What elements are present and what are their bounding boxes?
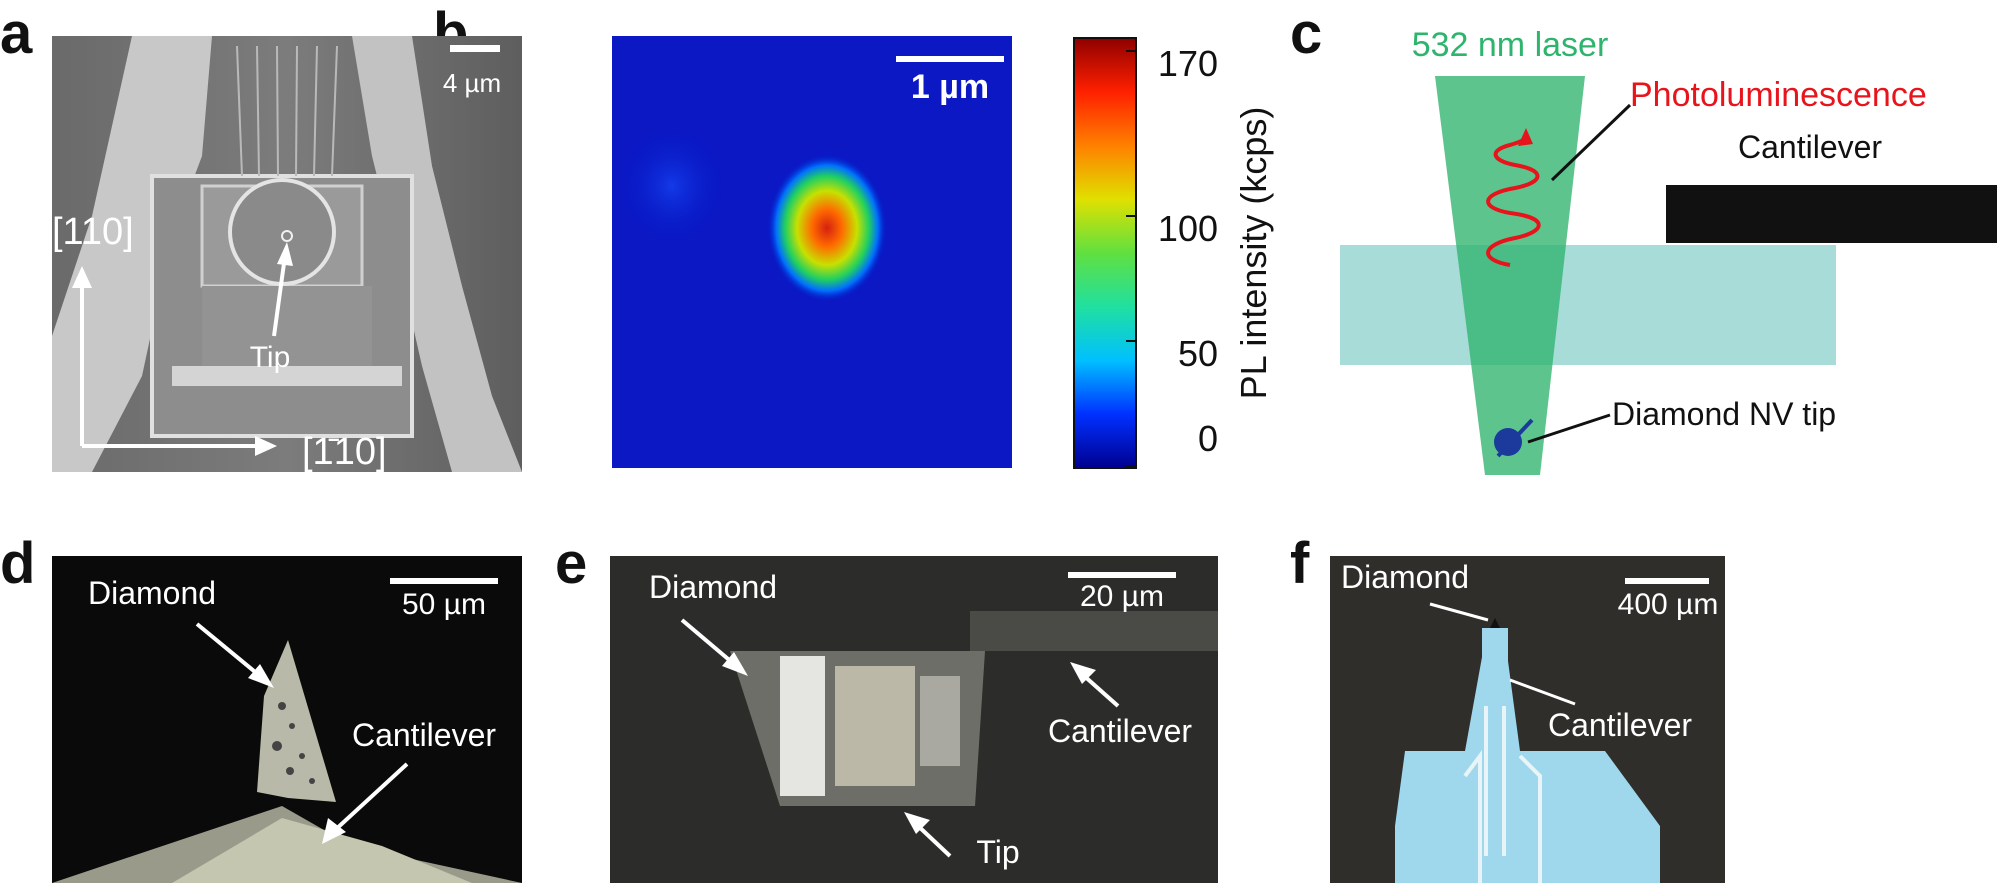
panel-b-scalebar-line <box>896 56 1004 62</box>
panel-label-e: e <box>555 531 588 596</box>
panel-e-diamond-label: Diamond <box>649 569 777 605</box>
panel-f-diamond-label: Diamond <box>1341 559 1469 595</box>
tip-label: Diamond NV tip <box>1612 396 1836 432</box>
colorbar-tick: 100 <box>1158 208 1218 249</box>
panel-a-sem-image: 4 µm [110] [1̄10] Tip <box>52 36 522 472</box>
laser-label: 532 nm laser <box>1412 26 1609 64</box>
colorbar-tick: 50 <box>1178 333 1218 374</box>
pl-label: Photoluminescence <box>1630 76 1927 114</box>
panel-e-tip-label: Tip <box>976 834 1019 870</box>
panel-f-cantilever-label: Cantilever <box>1548 707 1692 743</box>
panel-b-pl-map: 1 µm <box>612 36 1012 468</box>
panel-e-scalebar-label: 20 µm <box>1080 580 1164 613</box>
panel-d-cantilever-label: Cantilever <box>352 717 496 753</box>
panel-d-optical-image: 50 µm Diamond Cantilever <box>52 556 522 883</box>
pl-wave <box>1486 136 1541 267</box>
cantilever-label: Cantilever <box>1738 129 1882 165</box>
panel-f-scalebar-label: 400 µm <box>1618 588 1719 621</box>
panel-e-cantilever-label: Cantilever <box>1048 713 1192 749</box>
panel-label-f: f <box>1290 531 1310 596</box>
panel-b-colorbar: 170 100 50 0 PL intensity (kcps) <box>1073 37 1274 469</box>
diamond-slab <box>1340 245 1836 365</box>
panel-label-c: c <box>1290 1 1323 66</box>
panel-a-axis-x-label: [1̄10] <box>302 431 387 472</box>
colorbar-axis-label: PL intensity (kcps) <box>1233 107 1274 400</box>
colorbar-tick: 0 <box>1198 418 1218 459</box>
panel-e-optical-image: 20 µm Diamond Cantilever Tip <box>610 556 1218 883</box>
panel-label-a: a <box>0 1 33 66</box>
panel-a-tip-label: Tip <box>250 341 291 374</box>
panel-b-scalebar-label: 1 µm <box>911 68 989 106</box>
cantilever-bar <box>1666 185 1997 243</box>
panel-a-scalebar-label: 4 µm <box>443 68 501 98</box>
panel-a-axis-y-label: [110] <box>52 211 134 253</box>
colorbar-tick: 170 <box>1158 43 1218 84</box>
panel-d-scalebar-label: 50 µm <box>402 588 486 621</box>
panel-c-schematic: 532 nm laser Photoluminescence Cantileve… <box>1340 26 1997 475</box>
pl-wave-arrowhead <box>1518 128 1533 146</box>
panel-a-scalebar-line <box>450 45 500 52</box>
nv-center <box>1494 428 1522 456</box>
laser-beam <box>1435 76 1585 475</box>
panel-f-photo: 400 µm Diamond Cantilever <box>1330 556 1725 883</box>
nv-spin-arrow <box>1496 418 1534 458</box>
panel-d-diamond-label: Diamond <box>88 575 216 611</box>
panel-label-d: d <box>0 531 36 596</box>
